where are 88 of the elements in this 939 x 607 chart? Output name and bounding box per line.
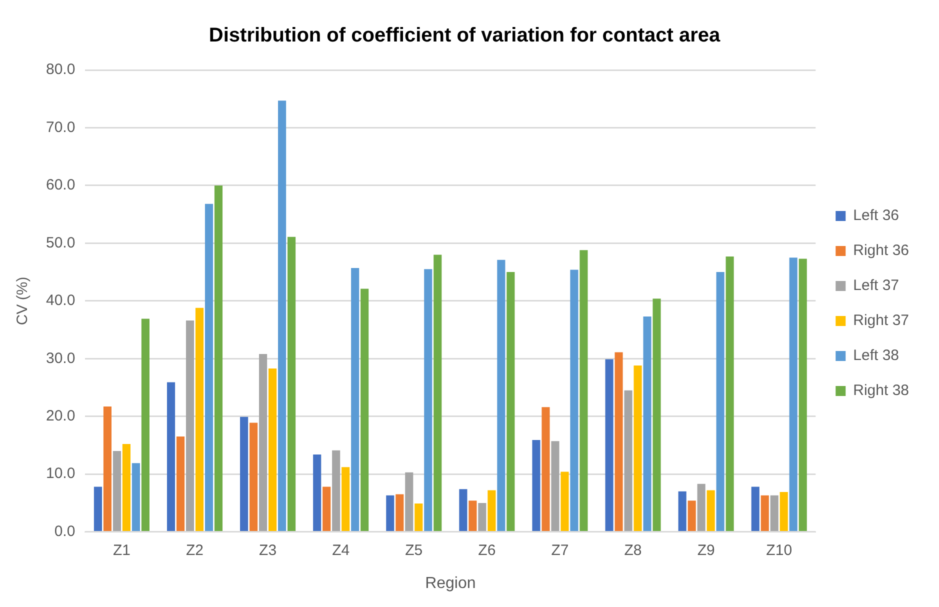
bar — [643, 316, 652, 532]
bar — [580, 250, 588, 532]
bar — [459, 489, 468, 532]
y-tick-label: 20.0 — [46, 407, 76, 424]
x-tick-label: Z5 — [405, 542, 423, 559]
bar — [186, 320, 194, 532]
legend-label: Left 38 — [853, 347, 900, 364]
y-tick-label: 30.0 — [46, 350, 76, 367]
bar — [678, 491, 686, 532]
x-tick-label: Z8 — [624, 542, 642, 559]
bar — [726, 256, 734, 532]
bar — [259, 354, 268, 532]
bar — [497, 260, 506, 532]
bar — [652, 298, 661, 532]
y-axis-title: CV (%) — [14, 276, 32, 326]
bar — [716, 272, 724, 532]
legend-label: Right 38 — [853, 382, 910, 400]
y-tick-label: 50.0 — [46, 234, 76, 252]
legend-label: Left 37 — [853, 277, 900, 294]
bar — [351, 268, 360, 532]
x-tick-label: Z7 — [551, 542, 569, 559]
bar — [706, 490, 715, 532]
x-tick-label: Z10 — [766, 542, 792, 559]
bar — [360, 288, 369, 532]
bar — [551, 441, 560, 532]
bar — [424, 269, 432, 532]
bar — [332, 450, 340, 532]
bar — [751, 486, 760, 532]
bar — [94, 486, 102, 532]
x-tick-label: Z3 — [259, 542, 277, 559]
bar — [141, 318, 150, 532]
bar — [268, 368, 277, 532]
x-axis-title: Region — [425, 574, 476, 592]
bar — [605, 359, 614, 532]
bar — [214, 185, 223, 532]
bar — [240, 416, 248, 532]
bar — [204, 204, 214, 532]
bar — [542, 407, 550, 532]
y-tick-label: 0.0 — [54, 522, 76, 540]
bar — [688, 500, 696, 532]
bar — [789, 258, 798, 532]
bar — [322, 486, 331, 532]
y-tick-label: 10.0 — [46, 465, 76, 482]
bar — [488, 490, 496, 532]
bar — [760, 495, 769, 532]
bar — [195, 308, 204, 532]
bar — [770, 495, 778, 532]
x-tick-label: Z1 — [112, 542, 130, 559]
x-tick-label: Z6 — [478, 542, 496, 559]
bar — [468, 500, 477, 532]
bar — [532, 440, 540, 532]
bar — [132, 463, 140, 532]
bar — [103, 406, 112, 532]
bar — [342, 467, 350, 532]
bar — [697, 484, 706, 532]
bar — [434, 254, 442, 532]
bar — [478, 502, 486, 532]
x-tick-label: Z2 — [186, 542, 204, 559]
y-tick-label: 70.0 — [46, 118, 76, 136]
bar — [506, 272, 515, 532]
bar — [560, 472, 569, 532]
bar — [122, 444, 130, 532]
bar — [634, 366, 642, 532]
bar — [278, 100, 286, 532]
bar — [614, 352, 623, 532]
bar — [396, 494, 404, 532]
bar — [570, 270, 578, 532]
y-tick-label: 40.0 — [46, 292, 76, 310]
bar — [112, 450, 122, 532]
x-tick-label: Z9 — [697, 542, 715, 559]
chart-title: Distribution of coefficient of variation for contact area — [208, 24, 721, 47]
bar — [780, 492, 788, 532]
bar — [288, 236, 296, 532]
bar — [405, 472, 414, 532]
bar — [798, 258, 807, 532]
y-tick-label: 60.0 — [46, 176, 76, 194]
legend-label: Left 36 — [853, 207, 900, 224]
bar — [386, 495, 394, 532]
y-tick-label: 80.0 — [46, 61, 76, 78]
bar — [250, 422, 258, 532]
bar — [166, 382, 176, 532]
bar — [414, 504, 423, 532]
legend-label: Right 37 — [853, 312, 910, 330]
legend-label: Right 36 — [853, 242, 910, 260]
x-tick-label: Z4 — [332, 542, 350, 559]
bar — [624, 390, 632, 532]
bar — [176, 436, 185, 532]
bar — [313, 454, 322, 532]
